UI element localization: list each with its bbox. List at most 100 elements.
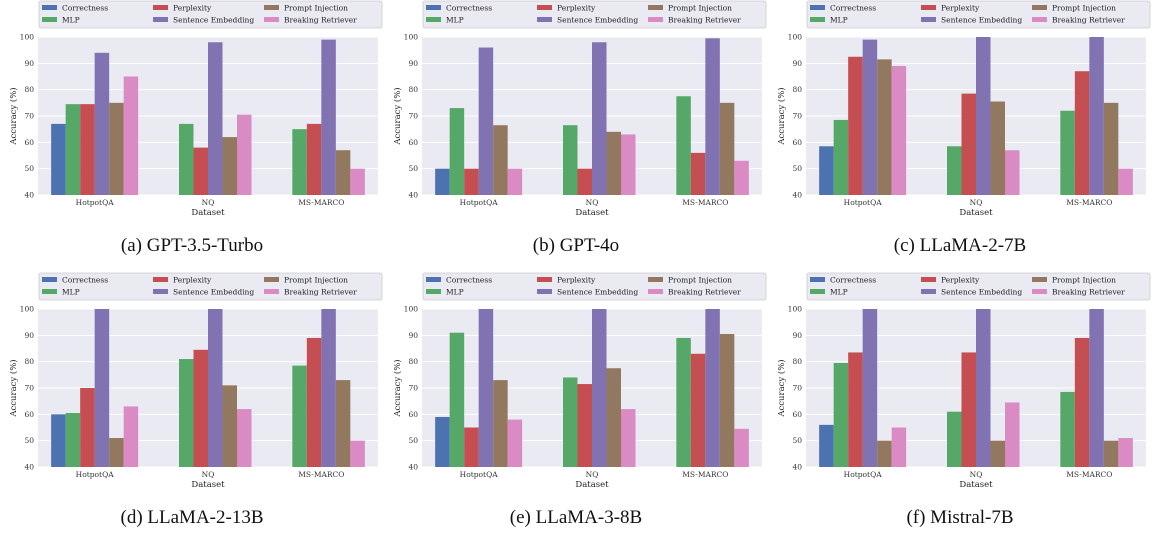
legend-swatch-prompt-injection: [648, 277, 663, 282]
bar-perplexity-ms-marco: [690, 353, 706, 467]
legend-swatch-mlp: [426, 289, 441, 294]
legend-label-sentence-embedding: Sentence Embedding: [941, 288, 1022, 297]
y-tick-label: 60: [792, 410, 802, 419]
bar-breaking-retriever-hotpotqa: [891, 427, 907, 467]
legend: Correctness Perplexity Prompt Injection MLP…: [422, 0, 767, 29]
legend-swatch-sentence-embedding: [537, 17, 552, 22]
x-axis-label: Dataset: [191, 208, 225, 218]
bar-correctness-hotpotqa: [51, 414, 66, 467]
bar-prompt-injection-nq: [222, 137, 237, 195]
y-tick-label: 100: [788, 305, 803, 314]
legend-label-sentence-embedding: Sentence Embedding: [173, 16, 254, 25]
caption-d: (d) LLaMA-2-13B: [120, 507, 264, 528]
bar-mlp-hotpotqa: [65, 104, 81, 195]
bar-prompt-injection-ms-marco: [719, 334, 735, 467]
x-axis-label: Dataset: [575, 480, 609, 490]
bar-breaking-retriever-ms-marco: [1118, 168, 1133, 195]
bar-mlp-hotpotqa: [449, 108, 465, 195]
y-tick-label: 70: [24, 112, 34, 121]
legend: Correctness Perplexity Prompt Injection MLP…: [806, 272, 1151, 301]
y-tick-label: 60: [408, 138, 418, 147]
y-tick-label: 80: [24, 357, 34, 366]
y-tick-label: 70: [408, 384, 418, 393]
legend-label-correctness: Correctness: [830, 276, 876, 285]
bar-correctness-hotpotqa: [435, 416, 450, 467]
bar-sentence-embedding-nq: [592, 42, 607, 196]
y-tick-label: 90: [792, 331, 802, 340]
bar-perplexity-ms-marco: [306, 123, 322, 195]
bar-mlp-nq: [947, 411, 962, 467]
bar-prompt-injection-ms-marco: [335, 380, 351, 467]
legend-box: [38, 272, 383, 301]
bar-breaking-retriever-nq: [621, 409, 636, 467]
bar-sentence-embedding-ms-marco: [321, 39, 336, 196]
legend-label-perplexity: Perplexity: [941, 4, 980, 13]
legend-swatch-mlp: [426, 17, 441, 22]
x-tick-label: NQ: [970, 198, 983, 207]
legend-label-correctness: Correctness: [446, 276, 492, 285]
bar-breaking-retriever-nq: [237, 409, 252, 467]
x-tick-label: MS-MARCO: [1066, 198, 1112, 207]
legend-label-perplexity: Perplexity: [173, 276, 212, 285]
bar-breaking-retriever-hotpotqa: [507, 168, 523, 195]
bar-mlp-ms-marco: [676, 337, 691, 467]
y-tick-label: 90: [408, 331, 418, 340]
x-tick-label: MS-MARCO: [298, 470, 344, 479]
y-tick-label: 100: [20, 305, 35, 314]
x-tick-label: HotpotQA: [844, 198, 883, 207]
legend-label-prompt-injection: Prompt Injection: [284, 276, 348, 285]
legend-label-sentence-embedding: Sentence Embedding: [557, 16, 638, 25]
legend-label-breaking-retriever: Breaking Retriever: [668, 288, 741, 297]
x-tick-label: NQ: [586, 470, 599, 479]
bar-perplexity-nq: [577, 168, 592, 195]
bar-breaking-retriever-nq: [1005, 402, 1020, 467]
y-tick-label: 80: [792, 357, 802, 366]
y-tick-label: 80: [24, 85, 34, 94]
subplot-c: 40 50 60 70 80 90 100 HotpotQA NQ MS-MARCO Dataset…: [768, 0, 1152, 272]
bar-perplexity-nq: [961, 93, 976, 195]
bar-mlp-hotpotqa: [833, 362, 849, 467]
bar-perplexity-nq: [193, 349, 208, 467]
bar-sentence-embedding-ms-marco: [1089, 309, 1104, 467]
x-axis-label: Dataset: [959, 208, 993, 218]
bar-perplexity-hotpotqa: [848, 56, 863, 195]
legend-swatch-mlp: [42, 17, 57, 22]
legend-label-prompt-injection: Prompt Injection: [1052, 4, 1116, 13]
legend-label-correctness: Correctness: [830, 4, 876, 13]
legend-label-breaking-retriever: Breaking Retriever: [284, 16, 357, 25]
y-tick-label: 100: [404, 33, 419, 42]
y-tick-label: 40: [792, 191, 802, 200]
bar-mlp-hotpotqa: [65, 413, 81, 467]
bar-perplexity-hotpotqa: [848, 352, 863, 467]
legend-swatch-perplexity: [921, 277, 936, 282]
bar-prompt-injection-ms-marco: [719, 102, 735, 195]
legend-swatch-perplexity: [537, 277, 552, 282]
bar-mlp-hotpotqa: [449, 332, 465, 467]
legend-swatch-mlp: [42, 289, 57, 294]
legend-swatch-breaking-retriever: [648, 17, 663, 22]
caption-a: (a) GPT-3.5-Turbo: [120, 235, 264, 256]
legend-box: [806, 0, 1151, 29]
bar-perplexity-hotpotqa: [464, 168, 479, 195]
y-axis-label: Accuracy (%): [8, 87, 19, 145]
x-tick-label: MS-MARCO: [298, 198, 344, 207]
bar-prompt-injection-nq: [990, 440, 1005, 467]
bar-chart-c: 40 50 60 70 80 90 100 HotpotQA NQ MS-MARCO Dataset…: [776, 0, 1151, 218]
legend-swatch-sentence-embedding: [153, 289, 168, 294]
y-axis-label: Accuracy (%): [392, 87, 403, 145]
bar-prompt-injection-nq: [990, 101, 1005, 195]
legend-box: [38, 0, 383, 29]
bar-perplexity-ms-marco: [1074, 337, 1090, 467]
bar-perplexity-hotpotqa: [80, 388, 95, 467]
x-tick-label: HotpotQA: [460, 198, 499, 207]
legend-swatch-breaking-retriever: [264, 17, 279, 22]
bar-perplexity-ms-marco: [1074, 71, 1090, 195]
legend-label-perplexity: Perplexity: [557, 4, 596, 13]
bar-mlp-nq: [179, 123, 194, 195]
x-axis-label: Dataset: [575, 208, 609, 218]
caption-c: (c) LLaMA-2-7B: [893, 235, 1027, 256]
legend-swatch-prompt-injection: [264, 277, 279, 282]
bar-sentence-embedding-hotpotqa: [478, 47, 494, 196]
bar-breaking-retriever-ms-marco: [350, 168, 365, 195]
